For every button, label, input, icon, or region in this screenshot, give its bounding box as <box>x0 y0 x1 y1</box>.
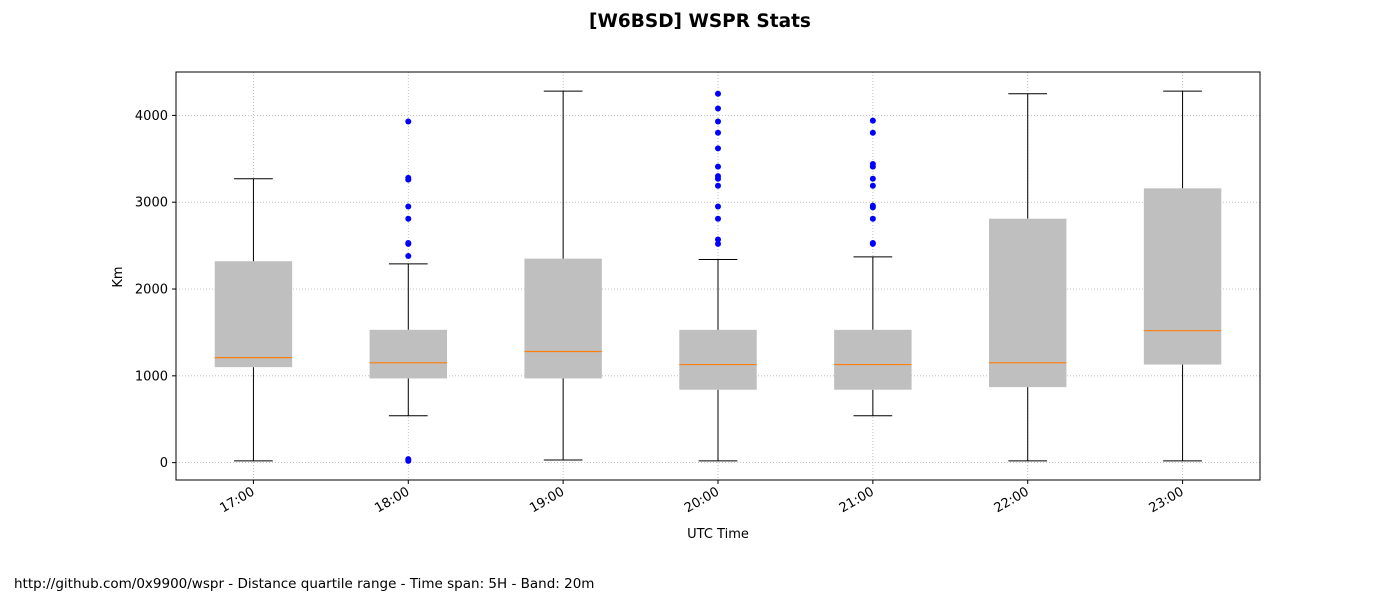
outlier-point <box>715 203 721 210</box>
outlier-point <box>869 240 876 247</box>
outlier-point <box>405 118 412 125</box>
x-tick-label: 20:00 <box>682 484 722 516</box>
box-body <box>524 258 602 379</box>
y-tick-label: 3000 <box>135 196 168 211</box>
y-tick-label: 2000 <box>135 283 168 298</box>
outlier-point <box>715 105 721 112</box>
box-group <box>1143 90 1222 462</box>
box-group <box>214 178 293 462</box>
box-body <box>989 218 1067 388</box>
outlier-point <box>869 202 876 209</box>
box-group <box>524 90 602 461</box>
outlier-point <box>869 175 876 182</box>
x-tick-label: 17:00 <box>217 484 257 516</box>
box-layer <box>214 90 1222 464</box>
outlier-point <box>715 236 721 243</box>
outlier-point <box>869 182 876 189</box>
outlier-point <box>715 240 721 247</box>
x-tick-label: 21:00 <box>837 484 877 516</box>
x-axis-label: UTC Time <box>687 527 749 542</box>
outlier-point <box>715 129 721 136</box>
x-tick-label: 22:00 <box>992 484 1032 516</box>
outlier-point <box>405 253 412 260</box>
box-body <box>369 329 447 379</box>
outlier-point <box>869 117 876 124</box>
outlier-point <box>715 173 721 180</box>
footer-caption: http://github.com/0x9900/wspr - Distance… <box>14 576 594 592</box>
y-tick-label: 4000 <box>135 109 168 124</box>
x-tick-label: 23:00 <box>1147 484 1187 516</box>
box-group <box>369 118 447 464</box>
outlier-point <box>715 145 721 152</box>
y-tick-label: 1000 <box>135 369 168 384</box>
chart-title: [W6BSD] WSPR Stats <box>589 11 811 32</box>
x-tick-label: 18:00 <box>372 484 412 516</box>
box-group <box>989 93 1067 462</box>
box-body <box>834 329 912 390</box>
y-axis-label: Km <box>111 266 126 287</box>
box-group <box>679 90 757 462</box>
outlier-point <box>405 240 412 247</box>
box-body <box>1143 188 1222 365</box>
box-body <box>214 261 293 368</box>
box-body <box>679 329 757 390</box>
outlier-point <box>715 182 721 189</box>
outlier-point <box>405 456 412 463</box>
outlier-point <box>715 163 721 170</box>
outlier-point <box>869 129 876 136</box>
box-group <box>834 117 912 417</box>
x-tick-label: 19:00 <box>527 484 567 516</box>
outlier-point <box>405 215 412 222</box>
outlier-point <box>405 174 412 181</box>
outlier-point <box>869 161 876 168</box>
outlier-point <box>715 90 721 97</box>
outlier-point <box>869 215 876 222</box>
y-tick-label: 0 <box>160 456 168 471</box>
outlier-point <box>715 215 721 222</box>
outlier-point <box>715 118 721 125</box>
outlier-point <box>405 203 412 210</box>
